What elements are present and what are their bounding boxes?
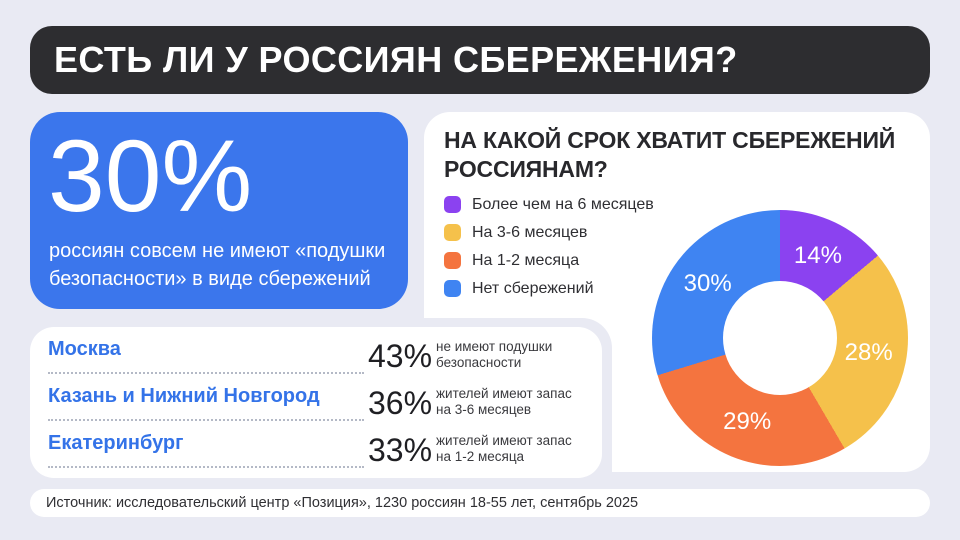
legend-item: Нет сбережений — [444, 280, 654, 297]
donut-chart: 14% 28% 29% 30% — [652, 210, 908, 466]
header-banner: ЕСТЬ ЛИ У РОССИЯН СБЕРЕЖЕНИЯ? — [30, 26, 930, 94]
city-value: 36% — [368, 385, 433, 421]
slice-label-yellow: 28% — [844, 339, 893, 367]
city-note: жителей имеют запас на 3-6 месяцев — [436, 386, 572, 418]
city-note: жителей имеют запас на 1-2 месяца — [436, 433, 572, 465]
legend-swatch-blue — [444, 280, 461, 297]
cities-card: Москва 43% не имеют подушки безопасности… — [30, 327, 602, 478]
source-text: Источник: исследовательский центр «Позиц… — [46, 495, 639, 511]
city-name: Москва — [48, 338, 121, 360]
slice-label-purple: 14% — [793, 242, 842, 270]
dotted-leader — [48, 419, 364, 421]
city-row: Казань и Нижний Новгород 36% жителей име… — [48, 382, 584, 429]
legend-label: На 1-2 месяца — [472, 251, 580, 269]
dotted-leader — [48, 466, 364, 468]
city-note: не имеют подушки безопасности — [436, 339, 553, 371]
legend-swatch-purple — [444, 196, 461, 213]
slice-label-blue: 30% — [683, 270, 732, 298]
highlight-value: 30% — [48, 119, 253, 233]
legend-label: На 3-6 месяцев — [472, 223, 588, 241]
legend-label: Нет сбережений — [472, 279, 594, 297]
chart-legend: Более чем на 6 месяцев На 3-6 месяцев На… — [444, 196, 654, 308]
chart-title: НА КАКОЙ СРОК ХВАТИТ СБЕРЕЖЕНИЙ РОССИЯНА… — [444, 127, 896, 182]
legend-swatch-yellow — [444, 224, 461, 241]
highlight-card: 30% россиян совсем не имеют «подушки без… — [30, 112, 408, 309]
legend-item: На 1-2 месяца — [444, 252, 654, 269]
page-title: ЕСТЬ ЛИ У РОССИЯН СБЕРЕЖЕНИЯ? — [54, 39, 738, 80]
legend-label: Более чем на 6 месяцев — [472, 195, 654, 213]
city-value: 43% — [368, 338, 433, 374]
city-name: Казань и Нижний Новгород — [48, 385, 320, 407]
legend-swatch-orange — [444, 252, 461, 269]
dotted-leader — [48, 372, 364, 374]
legend-item: Более чем на 6 месяцев — [444, 196, 654, 213]
donut-hole — [723, 281, 837, 395]
highlight-description: россиян совсем не имеют «подушки безопас… — [49, 240, 386, 290]
legend-item: На 3-6 месяцев — [444, 224, 654, 241]
city-name: Екатеринбург — [48, 432, 184, 454]
city-row: Екатеринбург 33% жителей имеют запас на … — [48, 429, 584, 476]
city-value: 33% — [368, 432, 433, 468]
slice-label-orange: 29% — [723, 407, 772, 435]
source-bar: Источник: исследовательский центр «Позиц… — [30, 489, 930, 517]
city-row: Москва 43% не имеют подушки безопасности — [48, 335, 584, 382]
